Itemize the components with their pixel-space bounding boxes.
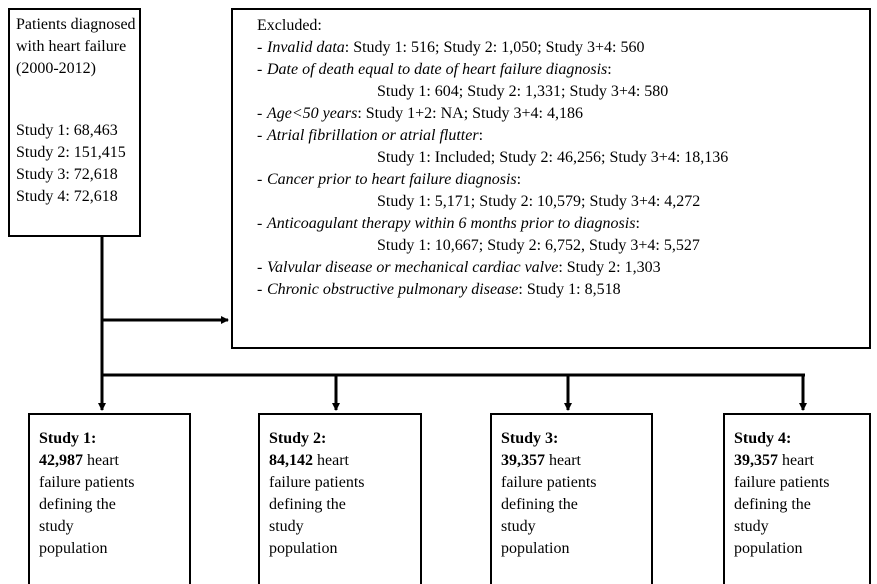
source-line: with heart failure <box>16 38 127 55</box>
source-line: (2000-2012) <box>16 60 96 77</box>
excluded-item: - Valvular disease or mechanical cardiac … <box>257 257 869 279</box>
item-suffix: : Study 2: 1,303 <box>558 259 661 276</box>
outcome-count-line: 42,987 heart <box>39 450 189 472</box>
excluded-item: - Anticoagulant therapy within 6 months p… <box>257 213 869 235</box>
outcome-title: Study 1: <box>39 430 97 447</box>
bullet-dash: - <box>257 281 263 298</box>
source-line: Patients diagnosed <box>16 16 136 33</box>
item-label: Anticoagulant therapy within 6 months pr… <box>267 215 636 232</box>
outcome-text: failure patients <box>39 474 135 491</box>
excluded-item: - Cancer prior to heart failure diagnosis… <box>257 169 869 191</box>
source-count: Study 2: 151,415 <box>16 144 126 161</box>
source-count: Study 3: 72,618 <box>16 166 118 183</box>
item-suffix: : <box>516 171 522 188</box>
excluded-item: - Invalid data: Study 1: 516; Study 2: 1,… <box>257 37 869 59</box>
outcome-title: Study 2: <box>269 430 327 447</box>
outcome-box: Study 2: 84,142 heart failure patients defi… <box>258 413 422 584</box>
outcome-text: defining the <box>501 496 578 513</box>
outcome-title-line: Study 3: <box>501 428 651 450</box>
item-suffix: : Study 1: 516; Study 2: 1,050; Study 3+… <box>344 39 645 56</box>
outcome-title-line: Study 4: <box>734 428 869 450</box>
outcome-count: 39,357 <box>734 452 778 469</box>
outcome-text: study <box>269 518 304 535</box>
source-count: Study 1: 68,463 <box>16 122 118 139</box>
item-detail: Study 1: 5,171; Study 2: 10,579; Study 3… <box>377 193 701 210</box>
outcome-text: heart <box>549 452 581 469</box>
outcome-text: defining the <box>269 496 346 513</box>
item-label: Valvular disease or mechanical cardiac v… <box>267 259 559 276</box>
excluded-item: - Chronic obstructive pulmonary disease: … <box>257 279 869 301</box>
bullet-dash: - <box>257 215 263 232</box>
outcome-text: population <box>501 540 570 557</box>
item-suffix: : <box>635 215 640 232</box>
outcome-text: study <box>734 518 769 535</box>
outcome-text: population <box>39 540 108 557</box>
outcome-title-line: Study 2: <box>269 428 420 450</box>
outcome-title-line: Study 1: <box>39 428 189 450</box>
outcome-text: study <box>501 518 536 535</box>
outcome-text: study <box>39 518 74 535</box>
outcome-title: Study 4: <box>734 430 792 447</box>
bullet-dash: - <box>257 61 263 78</box>
item-suffix: : <box>478 127 484 144</box>
excluded-title: Excluded: <box>257 17 322 34</box>
item-suffix: : Study 1: 8,518 <box>518 281 621 298</box>
outcome-text: heart <box>317 452 349 469</box>
outcome-count-line: 39,357 heart <box>734 450 869 472</box>
item-suffix: : Study 1+2: NA; Study 3+4: 4,186 <box>357 105 583 122</box>
outcome-text: failure patients <box>269 474 365 491</box>
excluded-box: Excluded: - Invalid data: Study 1: 516; St… <box>231 8 871 349</box>
item-label: Date of death equal to date of heart fai… <box>267 61 608 78</box>
source-count: Study 4: 72,618 <box>16 188 118 205</box>
excluded-item: - Date of death equal to date of heart fa… <box>257 59 869 81</box>
item-label: Chronic obstructive pulmonary disease <box>267 281 519 298</box>
source-box: Patients diagnosed with heart failure (200… <box>8 8 141 237</box>
outcome-text: heart <box>782 452 814 469</box>
item-detail: Study 1: Included; Study 2: 46,256; Stud… <box>377 149 729 166</box>
outcome-text: failure patients <box>501 474 597 491</box>
outcome-count: 39,357 <box>501 452 545 469</box>
bullet-dash: - <box>257 127 263 144</box>
outcome-text: heart <box>87 452 119 469</box>
bullet-dash: - <box>257 39 263 56</box>
outcome-text: defining the <box>734 496 811 513</box>
outcome-count-line: 84,142 heart <box>269 450 420 472</box>
outcome-box: Study 3: 39,357 heart failure patients defi… <box>490 413 653 584</box>
outcome-text: population <box>734 540 803 557</box>
outcome-box: Study 1: 42,987 heart failure patients defi… <box>28 413 191 584</box>
outcome-text: population <box>269 540 338 557</box>
excluded-item: - Age<50 years: Study 1+2: NA; Study 3+4:… <box>257 103 869 125</box>
bullet-dash: - <box>257 171 263 188</box>
outcome-box: Study 4: 39,357 heart failure patients defi… <box>723 413 871 584</box>
item-label: Invalid data <box>267 39 345 56</box>
item-detail: Study 1: 604; Study 2: 1,331; Study 3+4:… <box>377 83 669 100</box>
outcome-title: Study 3: <box>501 430 559 447</box>
outcome-count-line: 39,357 heart <box>501 450 651 472</box>
outcome-count: 42,987 <box>39 452 83 469</box>
item-suffix: : <box>607 61 612 78</box>
bullet-dash: - <box>257 105 263 122</box>
bullet-dash: - <box>257 259 263 276</box>
item-label: Age<50 years <box>267 105 358 122</box>
excluded-item: - Atrial fibrillation or atrial flutter: <box>257 125 869 147</box>
outcome-text: failure patients <box>734 474 830 491</box>
item-detail: Study 1: 10,667; Study 2: 6,752, Study 3… <box>377 237 700 254</box>
outcome-count: 84,142 <box>269 452 313 469</box>
item-label: Cancer prior to heart failure diagnosis <box>267 171 517 188</box>
outcome-text: defining the <box>39 496 116 513</box>
item-label: Atrial fibrillation or atrial flutter <box>267 127 479 144</box>
spacer <box>16 80 133 120</box>
